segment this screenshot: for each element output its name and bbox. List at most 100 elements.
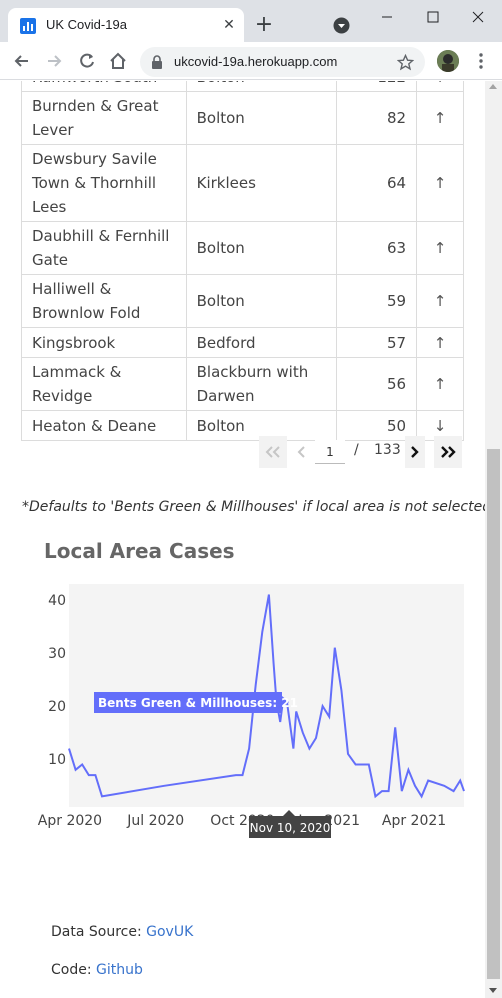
default-area-note: *Defaults to 'Bents Green & Millhouses' … xyxy=(22,499,492,515)
x-tick-label: Apr 2021 xyxy=(382,813,446,829)
cases-cell: 56 xyxy=(336,357,418,411)
y-tick-label: 30 xyxy=(48,646,66,662)
cases-cell: 59 xyxy=(336,274,418,328)
browser-tab[interactable]: UK Covid-19a ✕ xyxy=(8,8,244,42)
table-row: Kingsbrook Bedford 57 ↑ xyxy=(21,327,464,358)
local-areas-table: Rumworth SouthBolton122↑Burnden & Great … xyxy=(21,81,464,441)
tab-close-icon[interactable]: ✕ xyxy=(223,17,235,33)
area-cell: Dewsbury Savile Town & Thornhill Lees xyxy=(21,144,187,222)
page-separator: / xyxy=(354,442,359,458)
page-scrollbar[interactable] xyxy=(485,81,502,998)
chart-title: Local Area Cases xyxy=(44,539,235,563)
reload-icon[interactable] xyxy=(77,51,97,71)
minimize-icon[interactable] xyxy=(372,6,402,28)
table-row: Daubhill & Fernhill Gate Bolton 63 ↑ xyxy=(21,221,464,275)
local-authority-cell: Bolton xyxy=(185,91,338,145)
local-authority-cell: Kirklees xyxy=(185,144,338,222)
page-viewport: Rumworth SouthBolton122↑Burnden & Great … xyxy=(0,81,502,998)
series-line xyxy=(68,594,465,799)
url-text[interactable]: ukcovid-19a.herokuapp.com xyxy=(174,54,338,69)
cases-cell: 57 xyxy=(336,327,418,358)
series-hover-label-box xyxy=(94,692,282,713)
scrollbar-thumb[interactable] xyxy=(487,449,500,979)
trend-arrow-cell: ↓ xyxy=(416,410,464,441)
tab-title: UK Covid-19a xyxy=(46,17,127,32)
trend-arrow-cell: ↑ xyxy=(416,357,464,411)
profile-avatar[interactable] xyxy=(437,50,459,72)
address-bar[interactable]: ukcovid-19a.herokuapp.com xyxy=(140,47,425,77)
area-cell: Halliwell & Brownlow Fold xyxy=(21,274,187,328)
area-cell: Daubhill & Fernhill Gate xyxy=(21,221,187,275)
table-row: Lammack & Revidge Blackburn with Darwen 56… xyxy=(21,357,464,411)
scroll-down-arrow-icon[interactable] xyxy=(489,988,497,993)
cases-cell: 122 xyxy=(336,81,418,92)
cases-cell: 63 xyxy=(336,221,418,275)
local-authority-cell: Bolton xyxy=(185,274,338,328)
local-areas-table-container: Rumworth SouthBolton122↑Burnden & Great … xyxy=(21,81,464,441)
bookmark-star-icon[interactable] xyxy=(397,54,414,71)
trend-arrow-cell: ↑ xyxy=(416,327,464,358)
trend-arrow-cell: ↑ xyxy=(416,91,464,145)
cases-cell: 82 xyxy=(336,91,418,145)
maximize-icon[interactable] xyxy=(418,6,448,28)
code-label: Code: xyxy=(51,962,92,978)
area-cell: Burnden & Great Lever xyxy=(21,91,187,145)
hover-tooltip: Bents Green & Millhouses: 21 Nov 10, 202… xyxy=(94,692,331,838)
cases-cell: 50 xyxy=(336,410,418,441)
pagination: / 133 xyxy=(259,436,464,468)
trend-arrow-cell: ↑ xyxy=(416,81,464,92)
trend-arrow-cell: ↑ xyxy=(416,221,464,275)
x-tick-label: Jul 2020 xyxy=(126,813,184,829)
table-row: Halliwell & Brownlow Fold Bolton 59 ↑ xyxy=(21,274,464,328)
govuk-link[interactable]: GovUK xyxy=(146,924,194,940)
code-line: Code: Github xyxy=(51,962,143,978)
trend-arrow-cell: ↑ xyxy=(416,274,464,328)
trend-arrow-cell: ↑ xyxy=(416,144,464,222)
page-number-input[interactable] xyxy=(315,440,345,464)
cases-cell: 64 xyxy=(336,144,418,222)
new-tab-icon[interactable]: + xyxy=(254,12,274,37)
scroll-up-arrow-icon[interactable] xyxy=(489,84,497,89)
lock-icon[interactable] xyxy=(151,55,163,69)
table-row: Rumworth SouthBolton122↑ xyxy=(21,81,464,92)
back-arrow-icon[interactable] xyxy=(12,51,32,71)
area-cell: Rumworth South xyxy=(21,81,187,92)
date-hover-label-box xyxy=(249,816,331,838)
last-page-icon[interactable] xyxy=(434,436,462,468)
local-authority-cell: Blackburn with Darwen xyxy=(185,357,338,411)
local-authority-cell: Bedford xyxy=(185,327,338,358)
local-authority-cell: Bolton xyxy=(185,81,338,92)
browser-toolbar: ukcovid-19a.herokuapp.com xyxy=(0,42,502,80)
first-page-icon[interactable] xyxy=(259,436,287,468)
table-row: Heaton & Deane Bolton 50 ↓ xyxy=(21,410,464,441)
data-source-label: Data Source: xyxy=(51,924,142,940)
page-total: 133 xyxy=(374,442,401,458)
tab-strip: UK Covid-19a ✕ + xyxy=(0,0,502,42)
area-cell: Lammack & Revidge xyxy=(21,357,187,411)
kebab-menu-icon[interactable] xyxy=(472,52,490,70)
table-row: Dewsbury Savile Town & Thornhill Lees Kir… xyxy=(21,144,464,222)
y-tick-label: 40 xyxy=(48,593,66,609)
window-close-icon[interactable] xyxy=(463,6,493,28)
profile-picture-icon xyxy=(437,50,459,72)
data-source-line: Data Source: GovUK xyxy=(51,924,193,940)
series-hover-label-pointer xyxy=(282,696,289,708)
forward-arrow-icon[interactable] xyxy=(44,51,64,71)
next-page-icon[interactable] xyxy=(405,436,425,468)
date-hover-label: Nov 10, 2020 xyxy=(250,821,331,835)
y-axis-ticks: 10 20 30 40 xyxy=(48,593,66,768)
home-icon[interactable] xyxy=(108,51,128,71)
date-hover-label-pointer xyxy=(283,810,295,816)
table-row: Burnden & Great Lever Bolton 82 ↑ xyxy=(21,91,464,145)
y-tick-label: 10 xyxy=(48,752,66,768)
tab-search-icon[interactable] xyxy=(333,17,350,34)
local-authority-cell: Bolton xyxy=(185,221,338,275)
github-link[interactable]: Github xyxy=(96,962,143,978)
x-tick-label: Apr 2020 xyxy=(38,813,102,829)
area-cell: Heaton & Deane xyxy=(21,410,187,441)
series-hover-label: Bents Green & Millhouses: 21 xyxy=(98,696,298,710)
previous-page-icon[interactable] xyxy=(289,436,313,468)
bar-chart-favicon-icon xyxy=(20,18,36,34)
